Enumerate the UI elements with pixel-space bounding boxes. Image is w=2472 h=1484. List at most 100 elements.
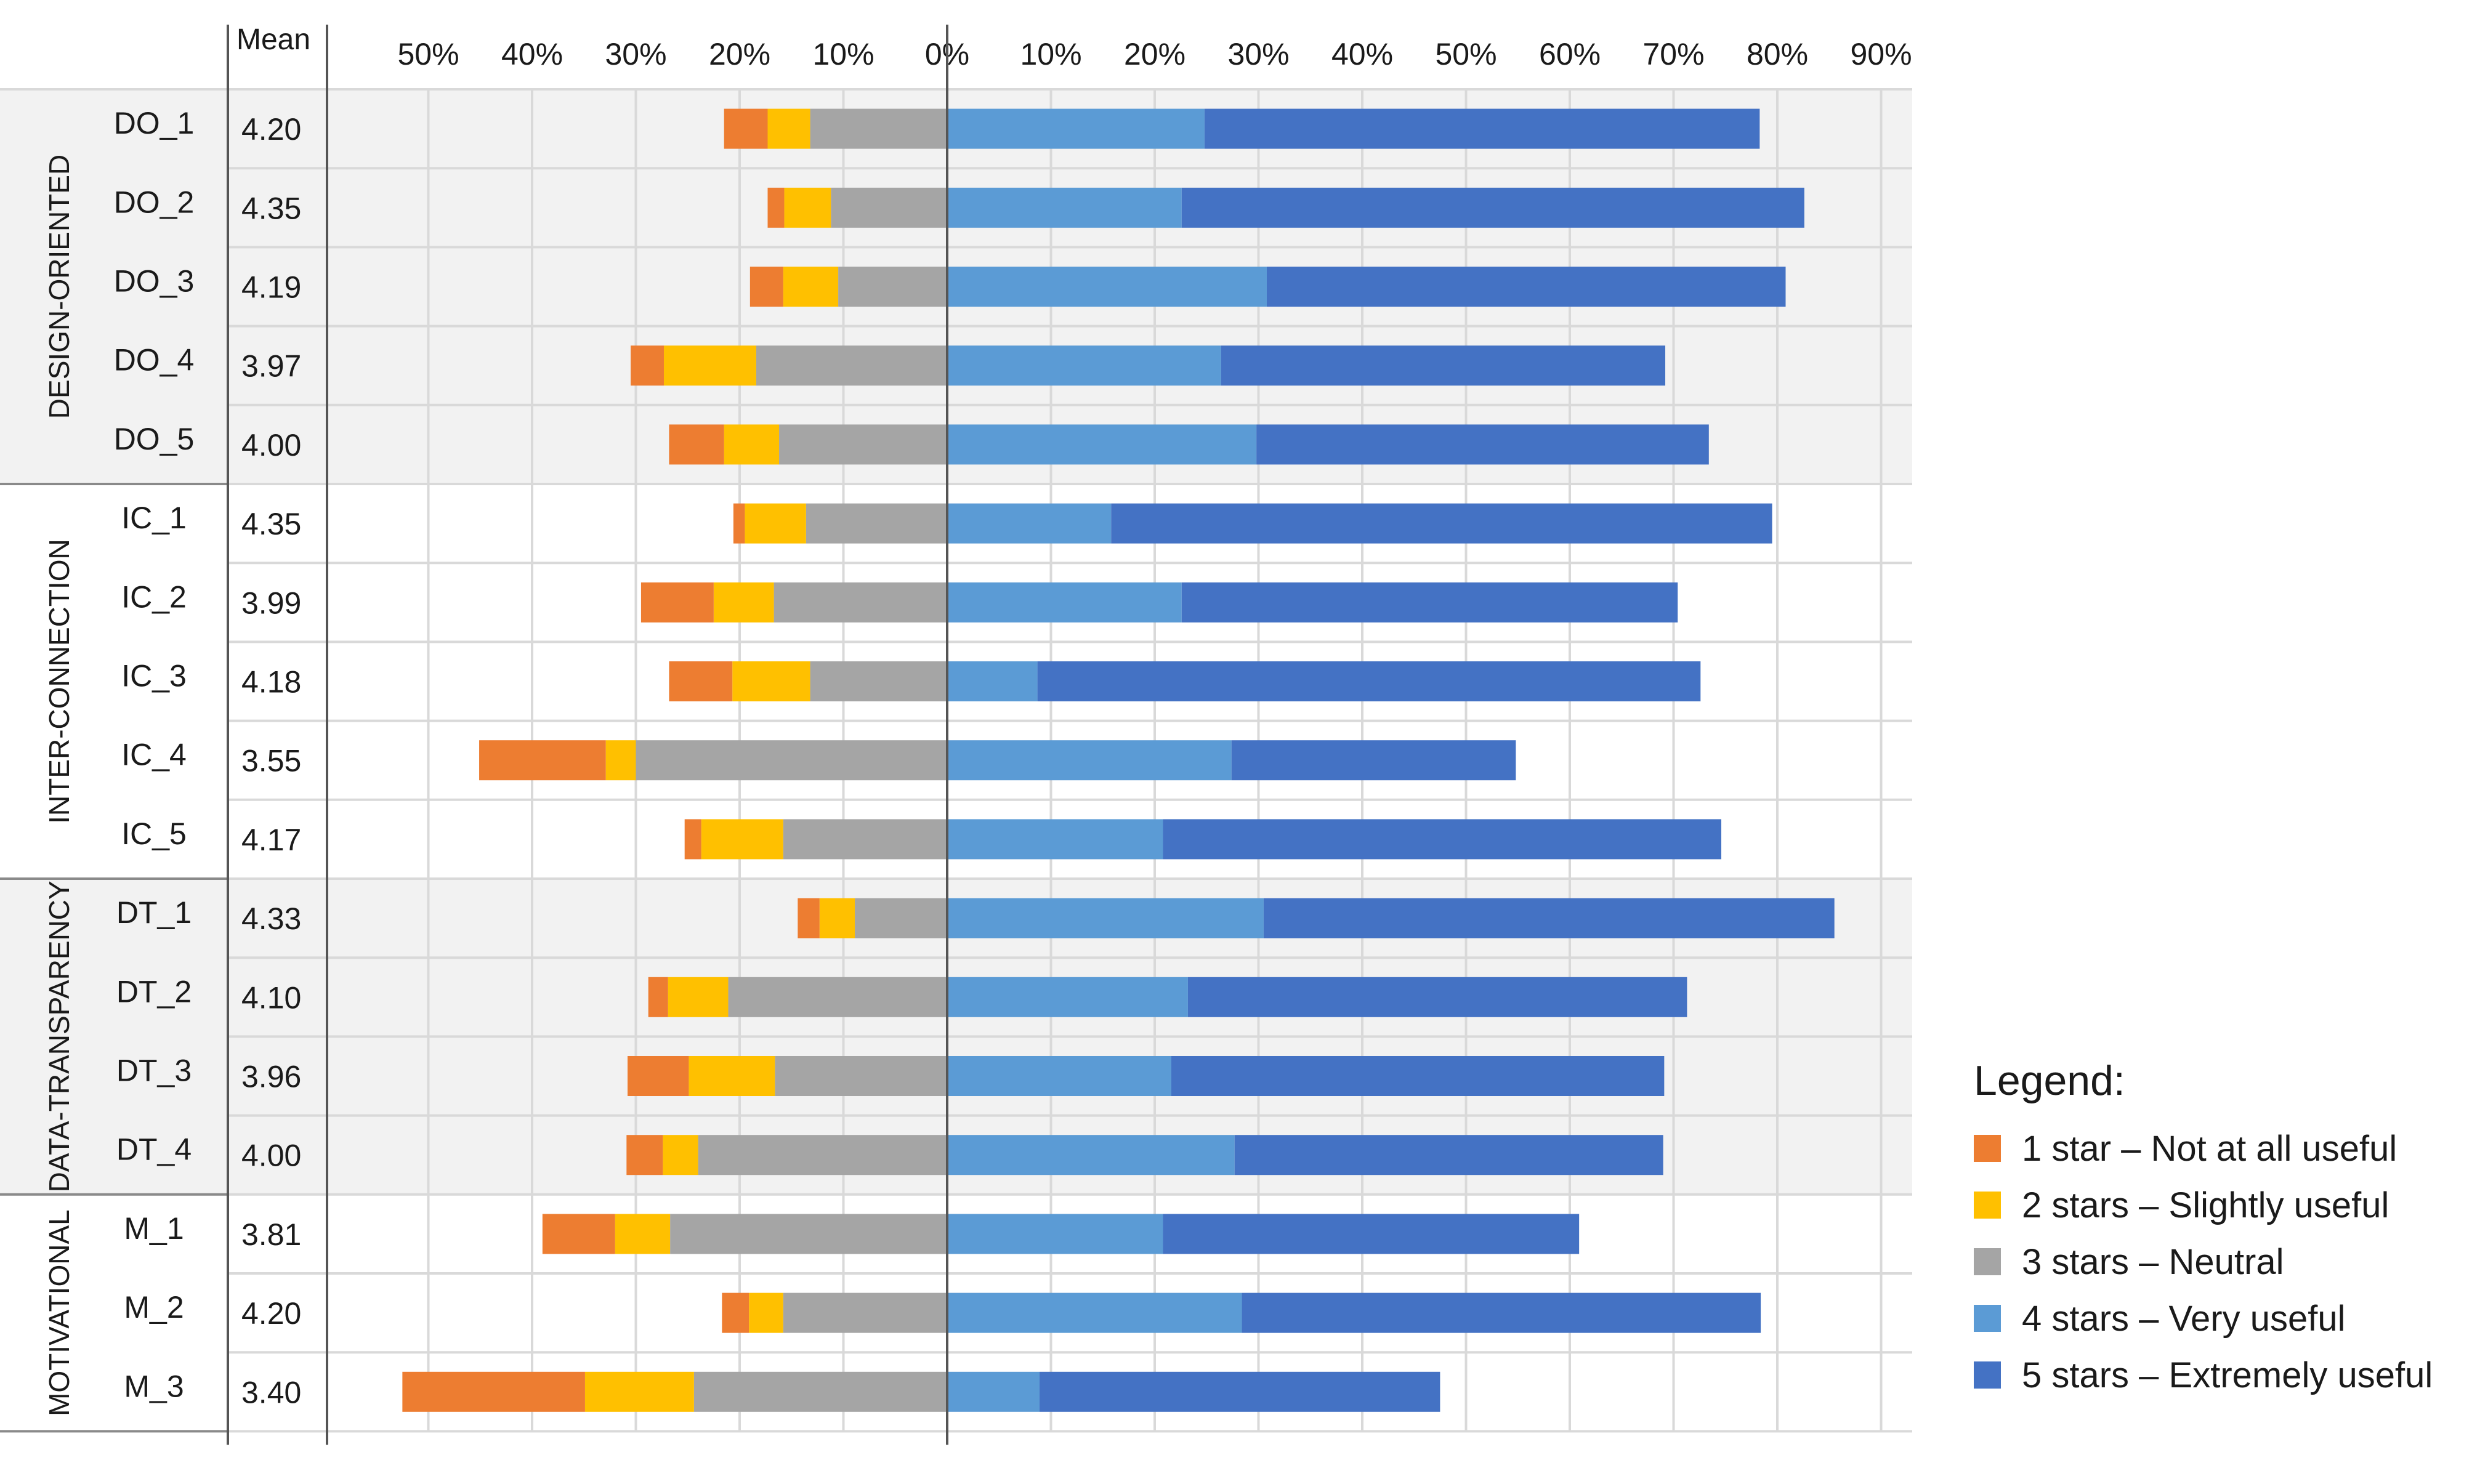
mean-value: 3.97	[241, 349, 301, 384]
bar-segment-1-star	[479, 740, 606, 781]
bar-segment-1-star	[684, 819, 701, 860]
mean-value: 4.18	[241, 665, 301, 700]
group-label: INTER-CONNECTION	[43, 539, 75, 824]
row-label: DO_1	[114, 106, 195, 140]
legend-swatch	[1974, 1248, 2001, 1275]
bar-segment-5-stars	[1234, 1135, 1663, 1176]
bar-segment-3-stars	[831, 187, 947, 228]
legend-label: 3 stars – Neutral	[2022, 1242, 2284, 1282]
bar-segment-3-stars	[774, 582, 947, 623]
row-label: DT_2	[116, 974, 192, 1009]
bar-segment-1-star	[402, 1371, 585, 1412]
bar-segment-4-stars	[947, 503, 1112, 544]
bar-segment-4-stars	[947, 898, 1264, 938]
legend-swatch	[1974, 1361, 2001, 1389]
mean-value: 4.00	[241, 1139, 301, 1173]
legend-label: 1 star – Not at all useful	[2022, 1129, 2397, 1169]
mean-value: 3.81	[241, 1217, 301, 1252]
bar-segment-5-stars	[1171, 1056, 1665, 1096]
bar-segment-5-stars	[1221, 345, 1666, 386]
x-tick-label: 40%	[501, 37, 563, 71]
bar-segment-4-stars	[947, 1214, 1163, 1254]
legend-title: Legend:	[1974, 1057, 2125, 1104]
bar-segment-2-stars	[615, 1214, 671, 1254]
row-label: DT_4	[116, 1132, 192, 1167]
bar-segment-4-stars	[947, 740, 1232, 781]
bar-segment-5-stars	[1263, 898, 1835, 938]
bar-segment-5-stars	[1037, 661, 1701, 701]
bar-segment-4-stars	[947, 187, 1182, 228]
bar-segment-4-stars	[947, 345, 1221, 386]
legend-swatch	[1974, 1192, 2001, 1219]
row-label: IC_2	[121, 579, 187, 614]
bar-segment-2-stars	[819, 898, 855, 938]
bar-segment-4-stars	[947, 582, 1182, 623]
x-tick-label: 90%	[1850, 37, 1912, 71]
mean-value: 4.10	[241, 980, 301, 1015]
bar-segment-4-stars	[947, 108, 1205, 149]
bar-segment-1-star	[733, 503, 745, 544]
x-tick-label: 70%	[1642, 37, 1704, 71]
bar-segment-5-stars	[1039, 1371, 1440, 1412]
bar-segment-3-stars	[810, 661, 947, 701]
row-label: DO_5	[114, 422, 195, 456]
bar-segment-3-stars	[693, 1371, 947, 1412]
bar-segment-3-stars	[855, 898, 947, 938]
x-tick-label: 20%	[1124, 37, 1186, 71]
row-label: DO_4	[114, 343, 195, 377]
x-tick-label: 60%	[1539, 37, 1601, 71]
bar-segment-2-stars	[605, 740, 636, 781]
bar-segment-3-stars	[756, 345, 947, 386]
mean-value: 4.20	[241, 112, 301, 147]
x-tick-label: 30%	[605, 37, 666, 71]
mean-value: 4.17	[241, 823, 301, 857]
x-tick-label: 50%	[1435, 37, 1497, 71]
row-label: M_1	[124, 1211, 184, 1246]
mean-value: 4.19	[241, 270, 301, 305]
bar-segment-1-star	[626, 1135, 663, 1176]
bar-segment-3-stars	[728, 977, 947, 1017]
bar-segment-1-star	[767, 187, 785, 228]
bar-segment-2-stars	[689, 1056, 775, 1096]
bar-segment-3-stars	[779, 424, 947, 465]
bar-segment-4-stars	[947, 661, 1038, 701]
bar-segment-2-stars	[784, 187, 831, 228]
bar-segment-2-stars	[713, 582, 774, 623]
bar-segment-2-stars	[584, 1371, 694, 1412]
mean-header: Mean	[236, 23, 310, 56]
bar-segment-1-star	[669, 424, 724, 465]
bar-segment-3-stars	[775, 1056, 947, 1096]
bar-segment-4-stars	[947, 1292, 1242, 1333]
row-label: DO_2	[114, 185, 195, 219]
row-label: DO_3	[114, 264, 195, 299]
bar-segment-2-stars	[668, 977, 729, 1017]
row-label: M_2	[124, 1290, 184, 1325]
mean-value: 3.40	[241, 1375, 301, 1409]
bar-segment-2-stars	[767, 108, 810, 149]
row-label: IC_3	[121, 659, 187, 693]
bar-segment-3-stars	[698, 1135, 947, 1176]
bar-segment-4-stars	[947, 267, 1267, 307]
bar-segment-2-stars	[745, 503, 806, 544]
bar-segment-2-stars	[663, 1135, 698, 1176]
bar-segment-4-stars	[947, 1135, 1235, 1176]
bar-segment-3-stars	[806, 503, 947, 544]
bar-segment-4-stars	[947, 1056, 1171, 1096]
bar-segment-5-stars	[1181, 187, 1804, 228]
mean-value: 4.35	[241, 191, 301, 225]
group-label: DESIGN-ORIENTED	[43, 155, 75, 419]
bar-segment-5-stars	[1204, 108, 1760, 149]
bar-segment-3-stars	[783, 819, 947, 860]
bar-segment-1-star	[648, 977, 668, 1017]
bar-segment-5-stars	[1163, 819, 1722, 860]
row-label: M_3	[124, 1369, 184, 1403]
mean-value: 3.55	[241, 744, 301, 778]
x-tick-label: 10%	[812, 37, 874, 71]
bar-segment-5-stars	[1187, 977, 1687, 1017]
x-tick-label: 50%	[397, 37, 459, 71]
mean-value: 4.35	[241, 507, 301, 541]
bar-segment-5-stars	[1256, 424, 1709, 465]
bar-segment-1-star	[669, 661, 733, 701]
